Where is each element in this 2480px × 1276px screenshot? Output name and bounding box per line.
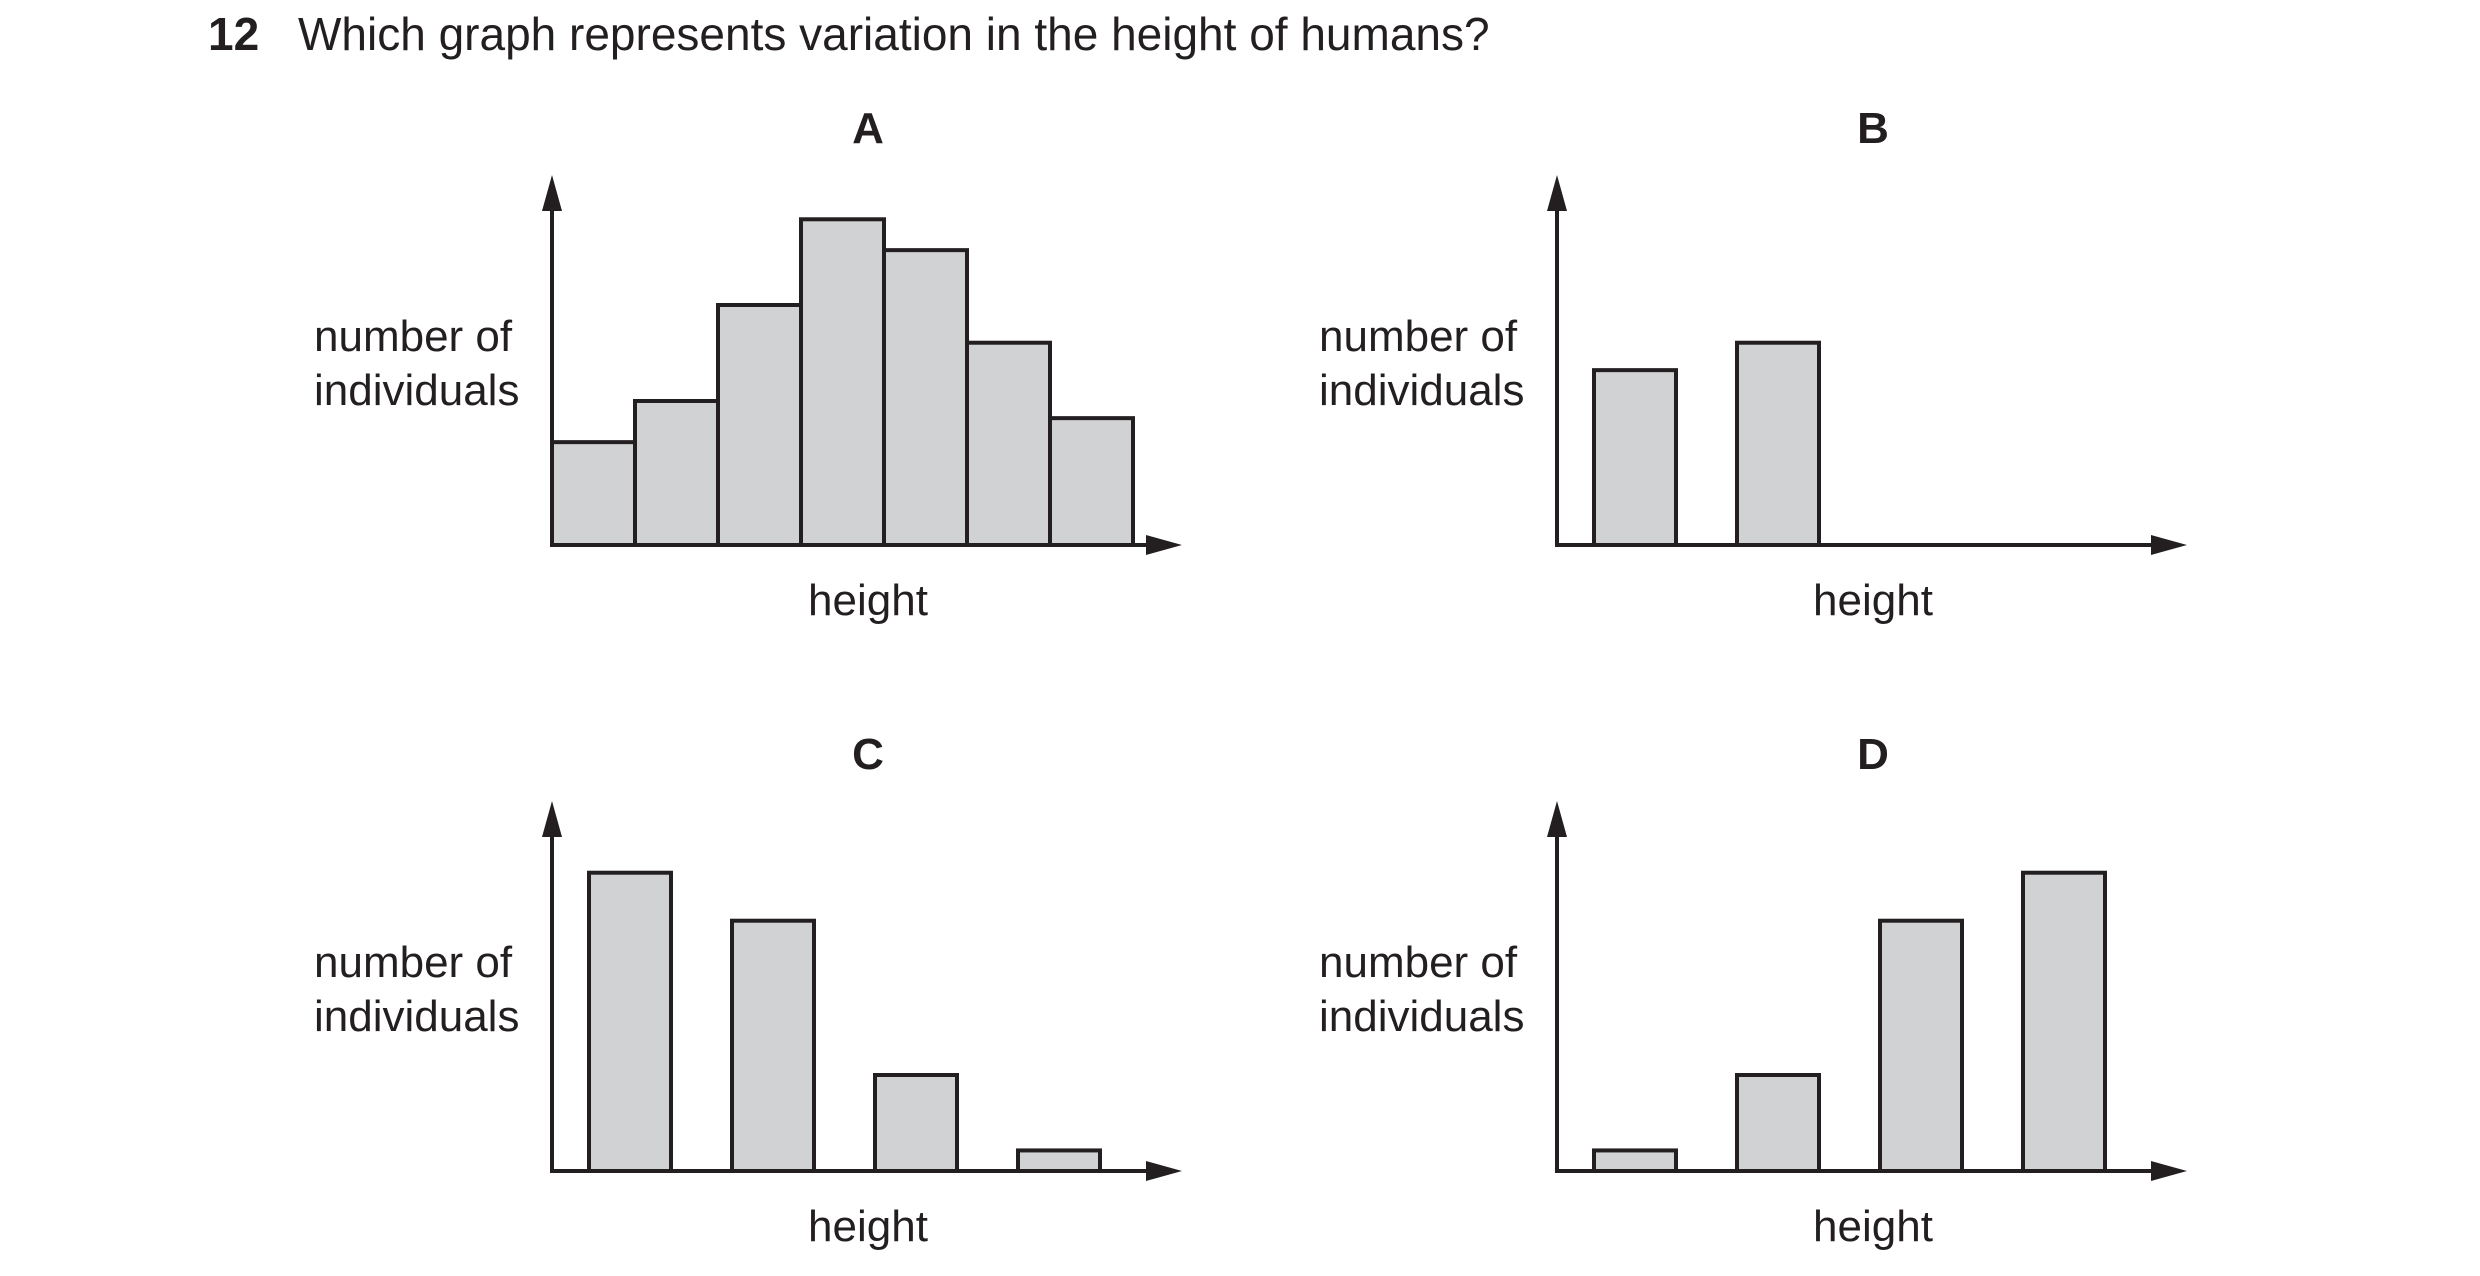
graph-d-x-arrow	[2151, 1161, 2187, 1181]
graph-a-bar-6	[965, 340, 1052, 548]
graph-a-y-arrow	[542, 175, 562, 211]
graph-d-bar-4	[2021, 870, 2107, 1173]
graph-c-x-arrow	[1146, 1161, 1182, 1181]
graph-b-bar-1	[1592, 368, 1678, 547]
graph-a-x-arrow	[1146, 535, 1182, 555]
graph-c-y-arrow	[542, 801, 562, 837]
graph-d-bar-2	[1735, 1073, 1821, 1173]
graph-d-bar-1	[1592, 1148, 1678, 1174]
graph-b-y-arrow	[1547, 175, 1567, 211]
question-text: Which graph represents variation in the …	[298, 8, 1490, 60]
graph-a-bar-1	[550, 440, 637, 547]
graph-c-bar-1	[587, 870, 673, 1173]
question-number: 12	[208, 8, 260, 60]
graph-d-y-label: number of individuals	[1319, 938, 1524, 1041]
graph-a-bar-7	[1048, 416, 1135, 547]
graph-a-bar-3	[716, 303, 803, 547]
graph-b-title: B	[1857, 104, 1889, 153]
graph-d-x-label: height	[1813, 1202, 1933, 1251]
graph-d-y-arrow	[1547, 801, 1567, 837]
graph-a-bar-5	[882, 248, 969, 547]
graph-c-bar-3	[873, 1073, 959, 1173]
graph-a-bar-2	[633, 399, 720, 547]
graph-d-bar-3	[1878, 918, 1964, 1174]
question-text-line: 12 Which graph represents variation in th…	[208, 0, 1490, 68]
graph-b-bar-2	[1735, 340, 1821, 548]
graph-b-x-arrow	[2151, 535, 2187, 555]
graph-a-y-label: number of individuals	[314, 312, 519, 415]
graph-d-title: D	[1857, 730, 1889, 779]
graph-b-x-label: height	[1813, 576, 1933, 625]
graph-a-bar-4	[799, 217, 886, 548]
graph-c-title: C	[852, 730, 884, 779]
graph-b-y-label: number of individuals	[1319, 312, 1524, 415]
graph-c-bar-2	[730, 918, 816, 1174]
graph-a-title: A	[852, 104, 884, 153]
graph-c-x-label: height	[808, 1202, 928, 1251]
graph-a-x-label: height	[808, 576, 928, 625]
graph-c-y-label: number of individuals	[314, 938, 519, 1041]
graph-c-bar-4	[1016, 1148, 1102, 1174]
